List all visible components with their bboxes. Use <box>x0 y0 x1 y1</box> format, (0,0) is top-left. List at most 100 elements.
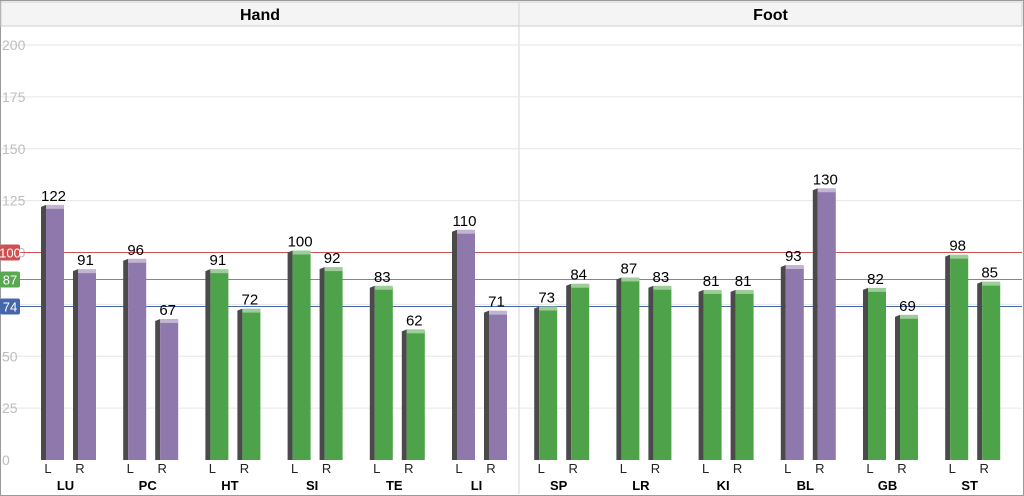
data-label: 100 <box>288 234 313 251</box>
bar-top <box>735 289 754 294</box>
bar-side <box>484 310 489 460</box>
bar-side <box>237 308 243 460</box>
side-label: L <box>209 461 216 476</box>
bar <box>900 316 918 460</box>
bar-top <box>406 329 425 334</box>
side-label: R <box>75 461 84 476</box>
bar-top <box>621 277 640 282</box>
bar-side <box>566 283 572 460</box>
bar <box>292 252 311 460</box>
bar-top <box>703 289 722 294</box>
side-label: L <box>784 461 791 476</box>
category-label: GB <box>878 478 898 493</box>
header-band <box>0 1 1023 27</box>
y-tick-label: 50 <box>2 348 18 364</box>
data-label: 98 <box>949 238 966 255</box>
side-label: R <box>651 461 660 476</box>
data-label: 83 <box>653 269 670 286</box>
bar <box>785 267 804 460</box>
y-tick-label: 175 <box>2 89 26 105</box>
category-label: LR <box>632 478 650 493</box>
y-tick-label: 25 <box>2 400 18 416</box>
bar-side <box>534 306 540 460</box>
bar-top <box>46 204 64 209</box>
bar <box>242 310 261 460</box>
bar-side <box>287 250 293 460</box>
bar-top <box>785 265 804 270</box>
bar <box>571 285 590 460</box>
data-label: 67 <box>159 302 176 319</box>
side-label: L <box>538 461 545 476</box>
bar-top <box>78 269 96 274</box>
bar-top <box>817 188 836 193</box>
side-label: L <box>620 461 627 476</box>
side-label: L <box>702 461 709 476</box>
bar-side <box>780 265 786 460</box>
bar-top <box>950 254 969 259</box>
bar <box>46 206 64 460</box>
side-label: R <box>980 461 989 476</box>
bar-side <box>452 229 457 460</box>
bar-side <box>319 267 325 460</box>
data-label: 91 <box>210 252 227 269</box>
bar-top <box>160 318 179 323</box>
side-label: R <box>897 461 906 476</box>
side-label: L <box>127 461 134 476</box>
side-label: L <box>373 461 380 476</box>
data-label: 96 <box>127 242 144 259</box>
side-label: R <box>240 461 249 476</box>
bar-side <box>698 289 704 460</box>
data-label: 87 <box>621 260 638 277</box>
bar-top <box>457 229 475 234</box>
reference-label: 87 <box>3 272 17 287</box>
bar-side <box>895 314 900 460</box>
bar-side <box>616 277 622 460</box>
bar-side <box>73 269 78 460</box>
data-label: 72 <box>242 292 259 309</box>
data-label: 85 <box>981 265 998 282</box>
bar-top <box>242 308 261 313</box>
reference-badge <box>0 244 20 261</box>
bar-top <box>292 250 311 255</box>
side-label: R <box>322 461 331 476</box>
bar <box>653 287 672 460</box>
bar-top <box>571 283 590 288</box>
bar <box>817 190 836 460</box>
bar-side <box>41 204 46 460</box>
data-label: 93 <box>785 248 802 265</box>
data-label: 81 <box>735 273 752 290</box>
bar-top <box>128 258 147 263</box>
bar <box>539 308 558 460</box>
bar <box>950 256 969 460</box>
category-label: SP <box>550 478 568 493</box>
bar-top <box>210 269 229 274</box>
bar-top <box>900 314 918 319</box>
bar-side <box>648 285 654 460</box>
bar-top <box>653 285 672 290</box>
data-label: 82 <box>867 271 884 288</box>
bar-side <box>155 318 161 460</box>
category-label: LU <box>57 478 74 493</box>
side-label: L <box>44 461 51 476</box>
bar-top <box>982 281 1001 286</box>
bar-top <box>868 287 886 292</box>
bar <box>128 260 147 460</box>
data-label: 122 <box>41 188 66 205</box>
bar-side <box>812 188 818 460</box>
bar <box>735 291 754 460</box>
data-label: 71 <box>488 294 505 311</box>
bar <box>374 287 393 460</box>
category-label: TE <box>386 478 403 493</box>
bar-side <box>977 281 983 460</box>
data-label: 69 <box>899 298 916 315</box>
bar <box>160 320 179 460</box>
data-label: 83 <box>374 269 391 286</box>
bar-side <box>401 329 407 460</box>
side-label: R <box>569 461 578 476</box>
bar-side <box>123 258 129 460</box>
reference-label: 74 <box>3 299 17 314</box>
category-label: PC <box>139 478 158 493</box>
category-label: SI <box>306 478 318 493</box>
bar <box>78 271 96 460</box>
side-label: R <box>815 461 824 476</box>
